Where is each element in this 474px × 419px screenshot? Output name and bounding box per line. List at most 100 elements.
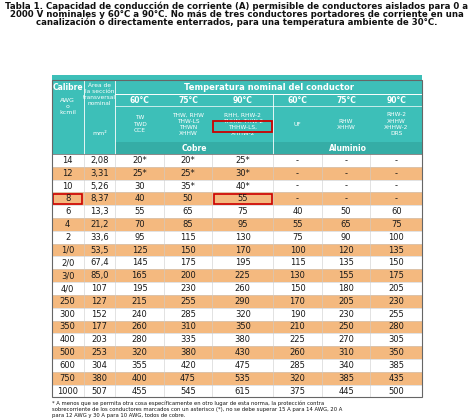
Text: 145: 145 bbox=[132, 259, 147, 267]
Text: 75: 75 bbox=[292, 233, 303, 242]
Bar bbox=[52, 205, 422, 218]
Text: 300: 300 bbox=[60, 310, 75, 319]
Text: -: - bbox=[345, 181, 347, 191]
Text: 203: 203 bbox=[91, 335, 107, 344]
Text: 545: 545 bbox=[180, 387, 196, 396]
Bar bbox=[52, 218, 422, 231]
Text: 33,6: 33,6 bbox=[90, 233, 109, 242]
Text: 10: 10 bbox=[63, 181, 73, 191]
Text: 75°C: 75°C bbox=[178, 96, 198, 105]
Text: 170: 170 bbox=[290, 297, 305, 306]
Bar bbox=[52, 321, 422, 334]
Text: Calibre: Calibre bbox=[52, 83, 83, 93]
Text: 250: 250 bbox=[338, 323, 354, 331]
Text: 50: 50 bbox=[341, 207, 351, 216]
Text: 260: 260 bbox=[290, 348, 305, 357]
Text: -: - bbox=[395, 181, 398, 191]
Text: 475: 475 bbox=[180, 374, 196, 383]
Text: 75: 75 bbox=[237, 207, 248, 216]
Text: 215: 215 bbox=[132, 297, 147, 306]
Text: -: - bbox=[395, 194, 398, 203]
Text: 380: 380 bbox=[235, 335, 251, 344]
Text: Área de
la sección
transversal
nominal: Área de la sección transversal nominal bbox=[83, 83, 116, 106]
Text: 55: 55 bbox=[292, 220, 303, 229]
Text: 420: 420 bbox=[180, 361, 196, 370]
Text: TW
TWD
CCE: TW TWD CCE bbox=[133, 116, 146, 133]
Text: 507: 507 bbox=[91, 387, 107, 396]
Text: para 12 AWG y 30 A para 10 AWG, todos de cobre.: para 12 AWG y 30 A para 10 AWG, todos de… bbox=[52, 414, 185, 418]
Text: 260: 260 bbox=[235, 284, 251, 293]
Text: 130: 130 bbox=[235, 233, 251, 242]
Text: 14: 14 bbox=[63, 156, 73, 165]
Text: -: - bbox=[345, 156, 347, 165]
Text: 65: 65 bbox=[341, 220, 351, 229]
Text: 175: 175 bbox=[180, 259, 196, 267]
Text: Cobre: Cobre bbox=[182, 144, 207, 153]
Bar bbox=[115, 142, 273, 154]
Text: THW, RHW
THW-LS
THWN
XHHW: THW, RHW THW-LS THWN XHHW bbox=[172, 112, 204, 136]
Text: 65: 65 bbox=[182, 207, 193, 216]
Text: 225: 225 bbox=[290, 335, 305, 344]
Text: 340: 340 bbox=[338, 361, 354, 370]
Text: -: - bbox=[296, 181, 299, 191]
Text: 40: 40 bbox=[292, 207, 303, 216]
Text: 445: 445 bbox=[338, 387, 354, 396]
Text: 135: 135 bbox=[388, 246, 404, 255]
Text: 90°C: 90°C bbox=[386, 96, 406, 105]
Text: -: - bbox=[395, 156, 398, 165]
FancyBboxPatch shape bbox=[53, 194, 82, 204]
Text: Aluminio: Aluminio bbox=[328, 144, 367, 153]
Text: 25*: 25* bbox=[181, 169, 195, 178]
Text: 285: 285 bbox=[290, 361, 305, 370]
Text: 90: 90 bbox=[341, 233, 351, 242]
Text: * A menos que se permita otra cosa específicamente en otro lugar de esta norma, : * A menos que se permita otra cosa espec… bbox=[52, 401, 324, 406]
Text: 4: 4 bbox=[65, 220, 70, 229]
Text: 155: 155 bbox=[338, 271, 354, 280]
Text: 350: 350 bbox=[388, 348, 404, 357]
Text: 455: 455 bbox=[132, 387, 147, 396]
Text: 100: 100 bbox=[388, 233, 404, 242]
Text: 385: 385 bbox=[338, 374, 354, 383]
Text: 435: 435 bbox=[388, 374, 404, 383]
Text: 25*: 25* bbox=[132, 169, 147, 178]
Text: 253: 253 bbox=[91, 348, 107, 357]
Text: 500: 500 bbox=[388, 387, 404, 396]
Text: 115: 115 bbox=[180, 233, 196, 242]
Text: 240: 240 bbox=[132, 310, 147, 319]
Text: 35*: 35* bbox=[181, 181, 195, 191]
Text: canalización o directamente enterrados, para una temperatura ambiente de 30°C.: canalización o directamente enterrados, … bbox=[36, 18, 438, 27]
Text: -: - bbox=[345, 169, 347, 178]
Text: 120: 120 bbox=[338, 246, 354, 255]
Text: 20*: 20* bbox=[181, 156, 195, 165]
Text: 165: 165 bbox=[131, 271, 147, 280]
Text: 400: 400 bbox=[132, 374, 147, 383]
Bar bbox=[52, 154, 422, 167]
Text: RHW
XHHW: RHW XHHW bbox=[337, 119, 356, 130]
Text: 2000 V nominales y 60°C a 90°C. No más de tres conductores portadores de corrien: 2000 V nominales y 60°C a 90°C. No más d… bbox=[10, 10, 464, 19]
Text: mm²: mm² bbox=[92, 131, 107, 136]
Text: 320: 320 bbox=[131, 348, 147, 357]
Text: 380: 380 bbox=[180, 348, 196, 357]
Bar bbox=[52, 282, 422, 295]
Text: 95: 95 bbox=[134, 233, 145, 242]
Text: 40: 40 bbox=[134, 194, 145, 203]
Text: 67,4: 67,4 bbox=[90, 259, 109, 267]
Text: 210: 210 bbox=[290, 323, 305, 331]
Text: 170: 170 bbox=[235, 246, 251, 255]
Text: RHW-2
XHHW
XHHW-2
DRS: RHW-2 XHHW XHHW-2 DRS bbox=[384, 112, 409, 136]
Text: 230: 230 bbox=[180, 284, 196, 293]
Text: 260: 260 bbox=[131, 323, 147, 331]
Text: 600: 600 bbox=[60, 361, 75, 370]
FancyBboxPatch shape bbox=[213, 194, 272, 204]
Bar bbox=[52, 75, 422, 154]
Text: 250: 250 bbox=[60, 297, 75, 306]
Bar bbox=[52, 372, 422, 385]
Text: 100: 100 bbox=[290, 246, 305, 255]
Text: -: - bbox=[395, 169, 398, 178]
Bar bbox=[52, 385, 422, 398]
Text: 25*: 25* bbox=[236, 156, 250, 165]
Text: 130: 130 bbox=[290, 271, 305, 280]
Text: 195: 195 bbox=[235, 259, 251, 267]
Text: 205: 205 bbox=[388, 284, 404, 293]
Text: 5,26: 5,26 bbox=[90, 181, 109, 191]
